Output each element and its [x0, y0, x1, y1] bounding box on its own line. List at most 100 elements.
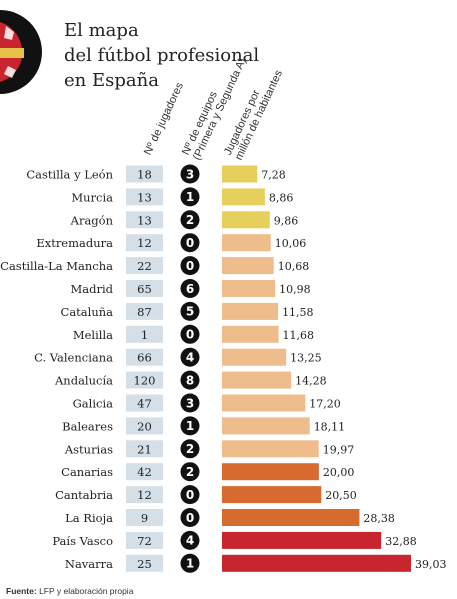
teams-value: 0 [186, 511, 194, 525]
teams-circle [180, 416, 200, 436]
teams-circle [180, 210, 200, 230]
bar [222, 325, 279, 343]
players-value: 12 [137, 236, 152, 250]
source-label: Fuente: [6, 586, 37, 596]
bar [222, 211, 270, 229]
teams-circle [180, 347, 200, 367]
teams-value: 1 [186, 557, 194, 571]
players-box [126, 234, 163, 252]
bar-value-label: 10,68 [278, 260, 310, 273]
bar-value-label: 10,98 [279, 283, 311, 296]
category-label: C. Valenciana [34, 351, 113, 365]
source-text: LFP y elaboración propia [39, 586, 134, 596]
teams-value: 4 [186, 351, 194, 365]
players-box [126, 394, 163, 412]
players-box [126, 280, 163, 297]
players-box [126, 188, 163, 206]
players-value: 13 [137, 213, 152, 227]
players-value: 1 [141, 328, 148, 342]
bar-value-label: 28,38 [363, 512, 395, 525]
bar [222, 188, 265, 206]
bar [222, 348, 287, 366]
category-label: Aragón [70, 213, 114, 227]
teams-circle [180, 187, 200, 207]
players-box [126, 257, 163, 275]
teams-value: 2 [186, 442, 194, 456]
bar-value-label: 10,06 [275, 237, 307, 250]
teams-circle [180, 370, 200, 390]
teams-circle [180, 393, 200, 413]
players-box [126, 211, 163, 229]
players-box [126, 440, 163, 458]
players-box [126, 371, 163, 389]
teams-circle [180, 301, 200, 321]
teams-circle [180, 233, 200, 253]
category-label: Galicia [73, 397, 114, 411]
teams-circle [180, 553, 200, 573]
category-label: Baleares [62, 419, 113, 433]
teams-value: 0 [186, 328, 194, 342]
bar-value-label: 19,97 [323, 443, 355, 456]
teams-value: 2 [186, 213, 194, 227]
players-value: 66 [137, 351, 152, 365]
category-label: La Rioja [65, 511, 113, 525]
bar-value-label: 11,68 [283, 329, 315, 342]
players-value: 22 [137, 259, 152, 273]
category-label: Extremadura [36, 236, 113, 250]
bar-value-label: 14,28 [295, 375, 327, 388]
bar [222, 440, 319, 458]
category-label: Murcia [71, 190, 113, 204]
bar-value-label: 13,25 [290, 352, 322, 365]
teams-circle [180, 530, 200, 550]
category-label: Navarra [65, 557, 113, 571]
teams-circle [180, 439, 200, 459]
chart-title: El mapa del fútbol profesional en España [64, 18, 259, 93]
bar-value-label: 8,86 [269, 191, 294, 204]
players-value: 47 [137, 397, 152, 411]
players-value: 120 [134, 374, 156, 388]
teams-value: 4 [186, 534, 194, 548]
players-box [126, 554, 163, 572]
bar-value-label: 11,58 [282, 306, 314, 319]
players-value: 13 [137, 190, 152, 204]
players-box [126, 417, 163, 435]
bar-value-label: 20,50 [325, 489, 357, 502]
title-line-3: en España [64, 70, 159, 91]
players-box [126, 348, 163, 366]
teams-value: 5 [186, 305, 194, 319]
bar [222, 531, 382, 549]
category-label: Madrid [70, 282, 113, 296]
category-label: Cataluña [61, 305, 114, 319]
teams-circle [180, 462, 200, 482]
teams-value: 6 [186, 282, 194, 296]
bar [222, 165, 258, 183]
teams-circle [180, 279, 200, 298]
teams-value: 1 [186, 190, 194, 204]
bar [222, 280, 276, 297]
players-value: 12 [137, 488, 152, 502]
source-note: Fuente: LFP y elaboración propia [6, 586, 133, 596]
teams-value: 3 [186, 167, 194, 181]
category-label: Andalucía [54, 374, 113, 388]
bar-value-label: 18,11 [314, 420, 346, 433]
title-line-1: El mapa [64, 20, 139, 41]
teams-value: 0 [186, 259, 194, 273]
bar [222, 417, 310, 435]
category-label: Melilla [73, 328, 113, 342]
teams-circle [180, 256, 200, 276]
category-label: Castilla y León [26, 168, 113, 182]
category-label: Asturias [64, 442, 113, 456]
players-box [126, 463, 163, 481]
bar-value-label: 20,00 [323, 466, 355, 479]
players-value: 25 [137, 557, 152, 571]
teams-value: 8 [186, 373, 194, 387]
players-value: 87 [137, 305, 152, 319]
teams-circle [180, 508, 200, 527]
spain-flag-ball-logo [0, 10, 42, 94]
teams-value: 1 [186, 419, 194, 433]
teams-value: 2 [186, 465, 194, 479]
players-box [126, 486, 163, 504]
bar [222, 257, 274, 275]
teams-value: 0 [186, 236, 194, 250]
